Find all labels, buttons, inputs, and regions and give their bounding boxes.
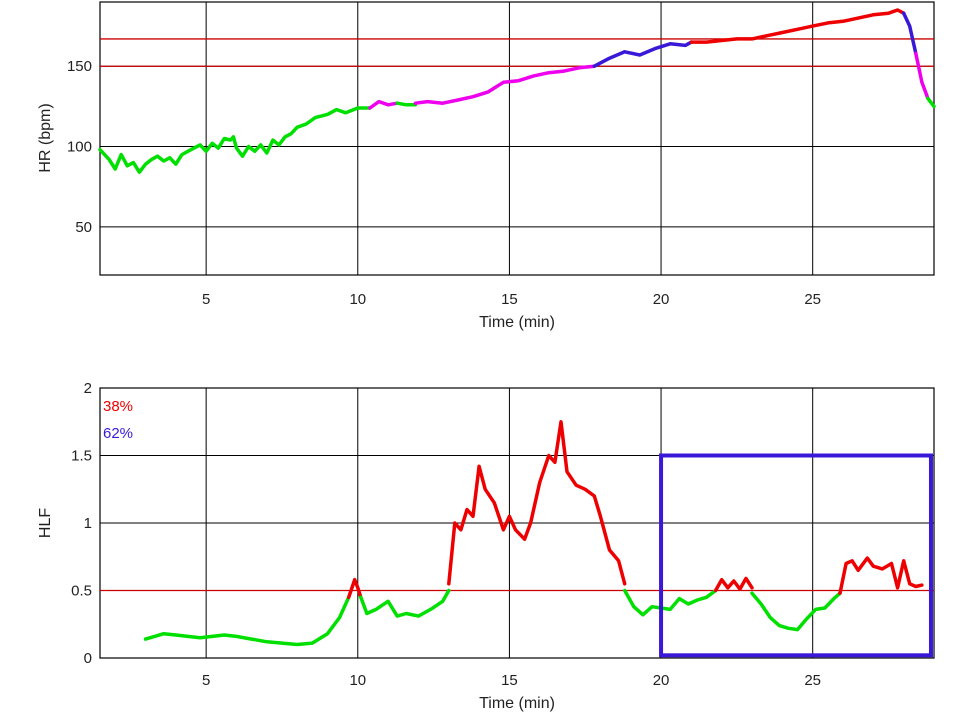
hlf-y-axis-label: HLF — [37, 508, 54, 538]
x-tick-label: 10 — [349, 672, 366, 689]
y-tick-label: 100 — [67, 139, 92, 156]
x-tick-label: 20 — [653, 291, 670, 308]
heart-rate-x-axis-label: Time (min) — [479, 314, 555, 331]
x-tick-label: 25 — [804, 672, 821, 689]
series-line — [926, 96, 936, 109]
y-tick-label: 1.5 — [71, 448, 92, 465]
x-tick-label: 10 — [349, 291, 366, 308]
x-tick-label: 15 — [501, 672, 518, 689]
series-line — [368, 99, 399, 110]
hlf-x-tick-labels: 5 10 15 20 25 — [202, 672, 821, 689]
series-line — [914, 51, 930, 101]
heart-rate-panel: 5 10 15 20 25 50 100 150 Time (min) HR (bpm) — [37, 1, 936, 331]
heart-rate-series — [98, 8, 936, 174]
hlf-y-tick-labels: 0 0.5 1 1.5 2 — [71, 380, 92, 667]
series-line — [622, 588, 718, 617]
y-tick-label: 1 — [84, 515, 92, 532]
series-line — [750, 591, 842, 632]
heart-rate-plot-area — [99, 1, 935, 276]
series-line — [98, 106, 372, 174]
hlf-x-axis-label: Time (min) — [479, 695, 555, 712]
series-line — [395, 101, 418, 107]
y-tick-label: 0 — [84, 650, 92, 667]
series-line — [592, 40, 694, 68]
heart-rate-threshold-lines — [100, 38, 934, 67]
series-line — [413, 64, 597, 105]
hlf-blue-percentage-label: 62% — [103, 425, 133, 442]
series-line — [901, 11, 918, 56]
heart-rate-y-axis-label: HR (bpm) — [37, 103, 54, 172]
y-tick-label: 50 — [75, 219, 92, 236]
series-line — [346, 577, 363, 600]
x-tick-label: 20 — [653, 672, 670, 689]
series-line — [838, 556, 924, 595]
series-line — [143, 595, 351, 647]
series-line — [359, 588, 451, 618]
y-tick-label: 0.5 — [71, 583, 92, 600]
y-tick-label: 2 — [84, 380, 92, 397]
hlf-series — [143, 420, 924, 647]
heart-rate-y-tick-labels: 50 100 150 — [67, 58, 92, 236]
series-line — [713, 576, 754, 593]
highlight-box — [659, 453, 933, 658]
hlf-highlight-box — [659, 453, 933, 658]
hlf-panel: 5 10 15 20 25 0 0.5 1 1.5 2 38% 62% Time (min) H… — [37, 380, 935, 712]
y-tick-label: 150 — [67, 58, 92, 75]
x-tick-label: 5 — [202, 291, 210, 308]
x-tick-label: 25 — [804, 291, 821, 308]
heart-rate-x-tick-labels: 5 10 15 20 25 — [202, 291, 821, 308]
series-line — [447, 420, 627, 586]
x-tick-label: 5 — [202, 672, 210, 689]
series-line — [689, 8, 906, 44]
x-tick-label: 15 — [501, 291, 518, 308]
hlf-red-percentage-label: 38% — [103, 398, 133, 415]
